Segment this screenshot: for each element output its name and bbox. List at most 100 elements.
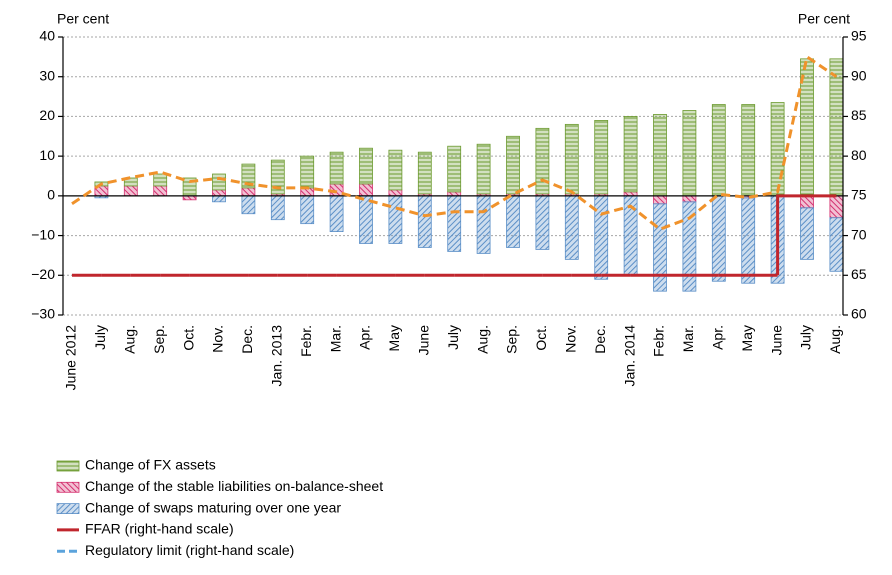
y2-tick-label: 80 — [851, 147, 867, 163]
y2-tick-label: 65 — [851, 266, 867, 282]
legend-swatch — [56, 503, 80, 515]
bar — [594, 195, 609, 280]
bar — [653, 195, 667, 205]
bar — [653, 203, 667, 292]
y-tick-label: −10 — [31, 226, 55, 242]
x-tick-label: Febr. — [651, 325, 667, 357]
y2-tick-label: 75 — [851, 187, 867, 203]
legend-label: Change of FX assets — [85, 457, 216, 473]
x-tick-label: Mar. — [327, 325, 343, 352]
x-tick-label: Nov. — [563, 325, 579, 353]
x-tick-label: Jan. 2014 — [621, 325, 637, 387]
x-tick-label: June — [768, 325, 784, 356]
x-tick-label: Mar. — [680, 325, 696, 352]
y2-tick-label: 95 — [851, 28, 867, 44]
bar — [270, 159, 285, 195]
y2-tick-label: 70 — [851, 226, 867, 242]
legend-swatch — [56, 460, 80, 472]
bar — [153, 173, 168, 187]
bar — [711, 195, 726, 282]
bar — [741, 197, 756, 284]
bar — [153, 185, 168, 197]
legend-label: Change of swaps maturing over one year — [85, 499, 341, 515]
x-tick-label: Dec. — [239, 325, 255, 354]
bar — [711, 104, 726, 197]
bar — [300, 155, 315, 189]
bar — [594, 120, 609, 195]
bar — [800, 207, 814, 260]
bar — [123, 177, 138, 187]
legend-label: Regulatory limit (right-hand scale) — [85, 542, 294, 558]
x-tick-label: Jan. 2013 — [269, 325, 285, 387]
bar — [417, 195, 432, 248]
y-tick-label: −20 — [31, 266, 55, 282]
bar — [388, 149, 403, 191]
x-tick-label: July — [92, 325, 108, 350]
x-tick-label: July — [798, 325, 814, 350]
x-tick-label: Dec. — [592, 325, 608, 354]
y-tick-label: 0 — [47, 187, 55, 203]
bar — [359, 195, 373, 244]
x-tick-label: June 2012 — [63, 325, 79, 391]
x-tick-label: Aug. — [827, 325, 843, 354]
line-series — [71, 55, 838, 231]
bar — [682, 201, 697, 292]
y2-tick-label: 60 — [851, 306, 867, 322]
x-tick-label: May — [739, 325, 755, 351]
y-tick-label: 40 — [39, 28, 55, 44]
bar — [212, 195, 226, 203]
bar — [212, 189, 226, 197]
bar — [623, 116, 638, 193]
bar — [476, 195, 491, 254]
bar — [447, 195, 462, 252]
x-tick-label: Aug. — [474, 325, 490, 354]
x-tick-label: June — [416, 325, 432, 356]
bar — [329, 151, 344, 185]
bar — [741, 104, 756, 197]
bar — [506, 195, 520, 248]
bar — [388, 195, 403, 244]
bar — [447, 145, 462, 193]
bar — [212, 173, 226, 191]
x-tick-label: July — [445, 325, 461, 350]
x-tick-label: Oct. — [180, 325, 196, 351]
bar — [829, 195, 844, 219]
x-tick-label: Nov. — [210, 325, 226, 353]
y2-tick-label: 90 — [851, 67, 867, 83]
legend-label: FFAR (right-hand scale) — [85, 521, 234, 537]
y-tick-label: 10 — [39, 147, 55, 163]
bar — [359, 147, 373, 185]
x-tick-label: Aug. — [122, 325, 138, 354]
bar — [300, 195, 315, 225]
bar — [417, 151, 432, 195]
y-tick-label: 30 — [39, 67, 55, 83]
x-tick-label: Oct. — [533, 325, 549, 351]
bar — [535, 127, 550, 195]
bar — [329, 195, 344, 233]
y-tick-label: −30 — [31, 306, 55, 322]
x-tick-label: Apr. — [710, 325, 726, 350]
y-tick-label: 20 — [39, 107, 55, 123]
bar — [829, 217, 844, 272]
x-tick-label: May — [386, 325, 402, 351]
x-tick-label: Sep. — [504, 325, 520, 354]
x-tick-label: Febr. — [298, 325, 314, 357]
bar — [241, 187, 256, 197]
bar — [800, 195, 814, 209]
step-segment — [776, 194, 807, 276]
bar — [359, 183, 373, 197]
bar — [506, 135, 520, 195]
bar — [123, 185, 138, 197]
bar — [535, 195, 550, 250]
x-tick-label: Sep. — [151, 325, 167, 354]
bar — [388, 189, 403, 197]
bar — [682, 195, 697, 203]
bar — [476, 143, 491, 195]
legend-swatch — [56, 481, 80, 493]
bar — [653, 114, 667, 197]
legend-label: Change of the stable liabilities on-bala… — [85, 478, 383, 494]
bar — [770, 102, 785, 197]
y2-tick-label: 85 — [851, 107, 867, 123]
bar — [829, 58, 844, 197]
